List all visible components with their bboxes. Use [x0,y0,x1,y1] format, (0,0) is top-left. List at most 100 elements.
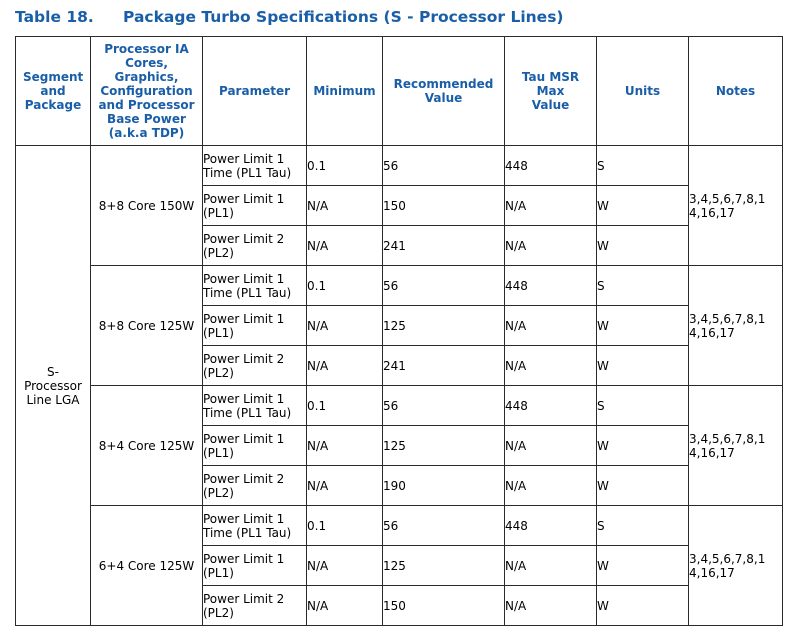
tau-max-cell: N/A [504,465,597,506]
notes-text: 3,4,5,6,7,8,14,16,17 [689,551,766,580]
parameter-cell: Power Limit 1 Time (PL1 Tau) [202,385,307,426]
table-row: S-Processor Line LGA 8+8 Core 150W Power L… [15,145,783,626]
minimum-cell: N/A [306,185,383,226]
units-cell: S [596,265,689,306]
parameter-cell: Power Limit 1 Time (PL1 Tau) [202,265,307,306]
minimum-cell: 0.1 [306,385,383,426]
units-cell: W [596,585,689,626]
units-cell: W [596,545,689,586]
tau-max-cell: N/A [504,345,597,386]
minimum-cell: N/A [306,585,383,626]
minimum-cell: N/A [306,225,383,266]
parameter-cell: Power Limit 1 (PL1) [202,305,307,346]
tau-max-cell: 448 [504,385,597,426]
units-cell: W [596,225,689,266]
tau-max-cell: N/A [504,305,597,346]
tau-max-cell: N/A [504,425,597,466]
core-config-cell: 8+4 Core 125W [90,385,203,506]
notes-text: 3,4,5,6,7,8,14,16,17 [689,191,766,220]
recommended-cell: 241 [382,225,505,266]
table-body: S-Processor Line LGA 8+8 Core 150W Power L… [15,145,783,626]
minimum-cell: N/A [306,465,383,506]
core-config-cell: 8+8 Core 150W [90,145,203,266]
parameter-cell: Power Limit 1 (PL1) [202,185,307,226]
parameter-cell: Power Limit 2 (PL2) [202,225,307,266]
recommended-cell: 125 [382,425,505,466]
table-row: 6+4 Core 125W Power Limit 1 Time (PL1 Tau… [16,505,783,626]
parameter-cell: Power Limit 1 (PL1) [202,545,307,586]
recommended-cell: 56 [382,265,505,306]
minimum-cell: N/A [306,345,383,386]
recommended-cell: 125 [382,545,505,586]
table-row: Power Limit 1 (PL1) N/A 125 N/A W [16,545,783,586]
segment-label: S-Processor Line LGA [24,364,82,407]
recommended-cell: 56 [382,145,505,186]
header-tau-max: Tau MSR Max Value [504,36,597,146]
notes-cell: 3,4,5,6,7,8,14,16,17 [688,265,783,386]
header-segment-text: Segment and Package [23,70,84,112]
recommended-cell: 56 [382,385,505,426]
units-cell: W [596,185,689,226]
parameter-cell: Power Limit 1 Time (PL1 Tau) [202,505,307,546]
header-recommended-text: Recommended Value [393,77,494,105]
recommended-cell: 56 [382,505,505,546]
minimum-cell: N/A [306,425,383,466]
header-parameter: Parameter [202,36,307,146]
tau-max-cell: 448 [504,265,597,306]
table-row: Power Limit 1 (PL1) N/A 125 N/A W [16,425,783,466]
header-row: Segment and Package Processor IA Cores, … [15,36,783,146]
parameter-cell: Power Limit 2 (PL2) [202,465,307,506]
units-cell: S [596,385,689,426]
parameter-cell: Power Limit 1 (PL1) [202,425,307,466]
recommended-cell: 241 [382,345,505,386]
header-cores: Processor IA Cores, Graphics, Configurat… [90,36,203,146]
units-cell: W [596,425,689,466]
notes-text: 3,4,5,6,7,8,14,16,17 [689,431,766,460]
table-row: Power Limit 2 (PL2) N/A 150 N/A W [16,585,783,626]
table-row: 8+4 Core 125W Power Limit 1 Time (PL1 Tau… [16,385,783,506]
table-row: Power Limit 1 (PL1) N/A 150 N/A W [16,185,783,226]
header-segment: Segment and Package [15,36,91,146]
table-title: Package Turbo Specifications (S - Proces… [123,8,564,26]
header-minimum: Minimum [306,36,383,146]
minimum-cell: 0.1 [306,505,383,546]
table-row: Power Limit 2 (PL2) N/A 190 N/A W [16,465,783,506]
tau-max-cell: N/A [504,585,597,626]
units-cell: W [596,465,689,506]
units-cell: W [596,305,689,346]
minimum-cell: N/A [306,545,383,586]
units-cell: S [596,505,689,546]
units-cell: W [596,345,689,386]
parameter-cell: Power Limit 1 Time (PL1 Tau) [202,145,307,186]
minimum-cell: N/A [306,305,383,346]
table-row: 8+8 Core 125W Power Limit 1 Time (PL1 Tau… [16,265,783,386]
recommended-cell: 150 [382,185,505,226]
tau-max-cell: N/A [504,185,597,226]
notes-cell: 3,4,5,6,7,8,14,16,17 [688,505,783,626]
minimum-cell: 0.1 [306,145,383,186]
table-row: Power Limit 1 (PL1) N/A 125 N/A W [16,305,783,346]
tau-max-cell: N/A [504,225,597,266]
tau-max-cell: 448 [504,145,597,186]
tau-max-cell: N/A [504,545,597,586]
recommended-cell: 190 [382,465,505,506]
notes-text: 3,4,5,6,7,8,14,16,17 [689,311,766,340]
notes-cell: 3,4,5,6,7,8,14,16,17 [688,145,783,266]
core-config-cell: 8+8 Core 125W [90,265,203,386]
minimum-cell: 0.1 [306,265,383,306]
header-recommended: Recommended Value [382,36,505,146]
recommended-cell: 150 [382,585,505,626]
segment-cell: S-Processor Line LGA [15,145,91,626]
package-turbo-table: Segment and Package Processor IA Cores, … [15,36,783,626]
notes-cell: 3,4,5,6,7,8,14,16,17 [688,385,783,506]
header-notes: Notes [688,36,783,146]
header-units: Units [596,36,689,146]
units-cell: S [596,145,689,186]
parameter-cell: Power Limit 2 (PL2) [202,585,307,626]
recommended-cell: 125 [382,305,505,346]
table-row: Power Limit 2 (PL2) N/A 241 N/A W [16,345,783,386]
table-caption: Table 18. Package Turbo Specifications (S… [15,8,564,26]
tau-max-cell: 448 [504,505,597,546]
table-number: Table 18. [15,8,94,26]
core-config-cell: 6+4 Core 125W [90,505,203,626]
